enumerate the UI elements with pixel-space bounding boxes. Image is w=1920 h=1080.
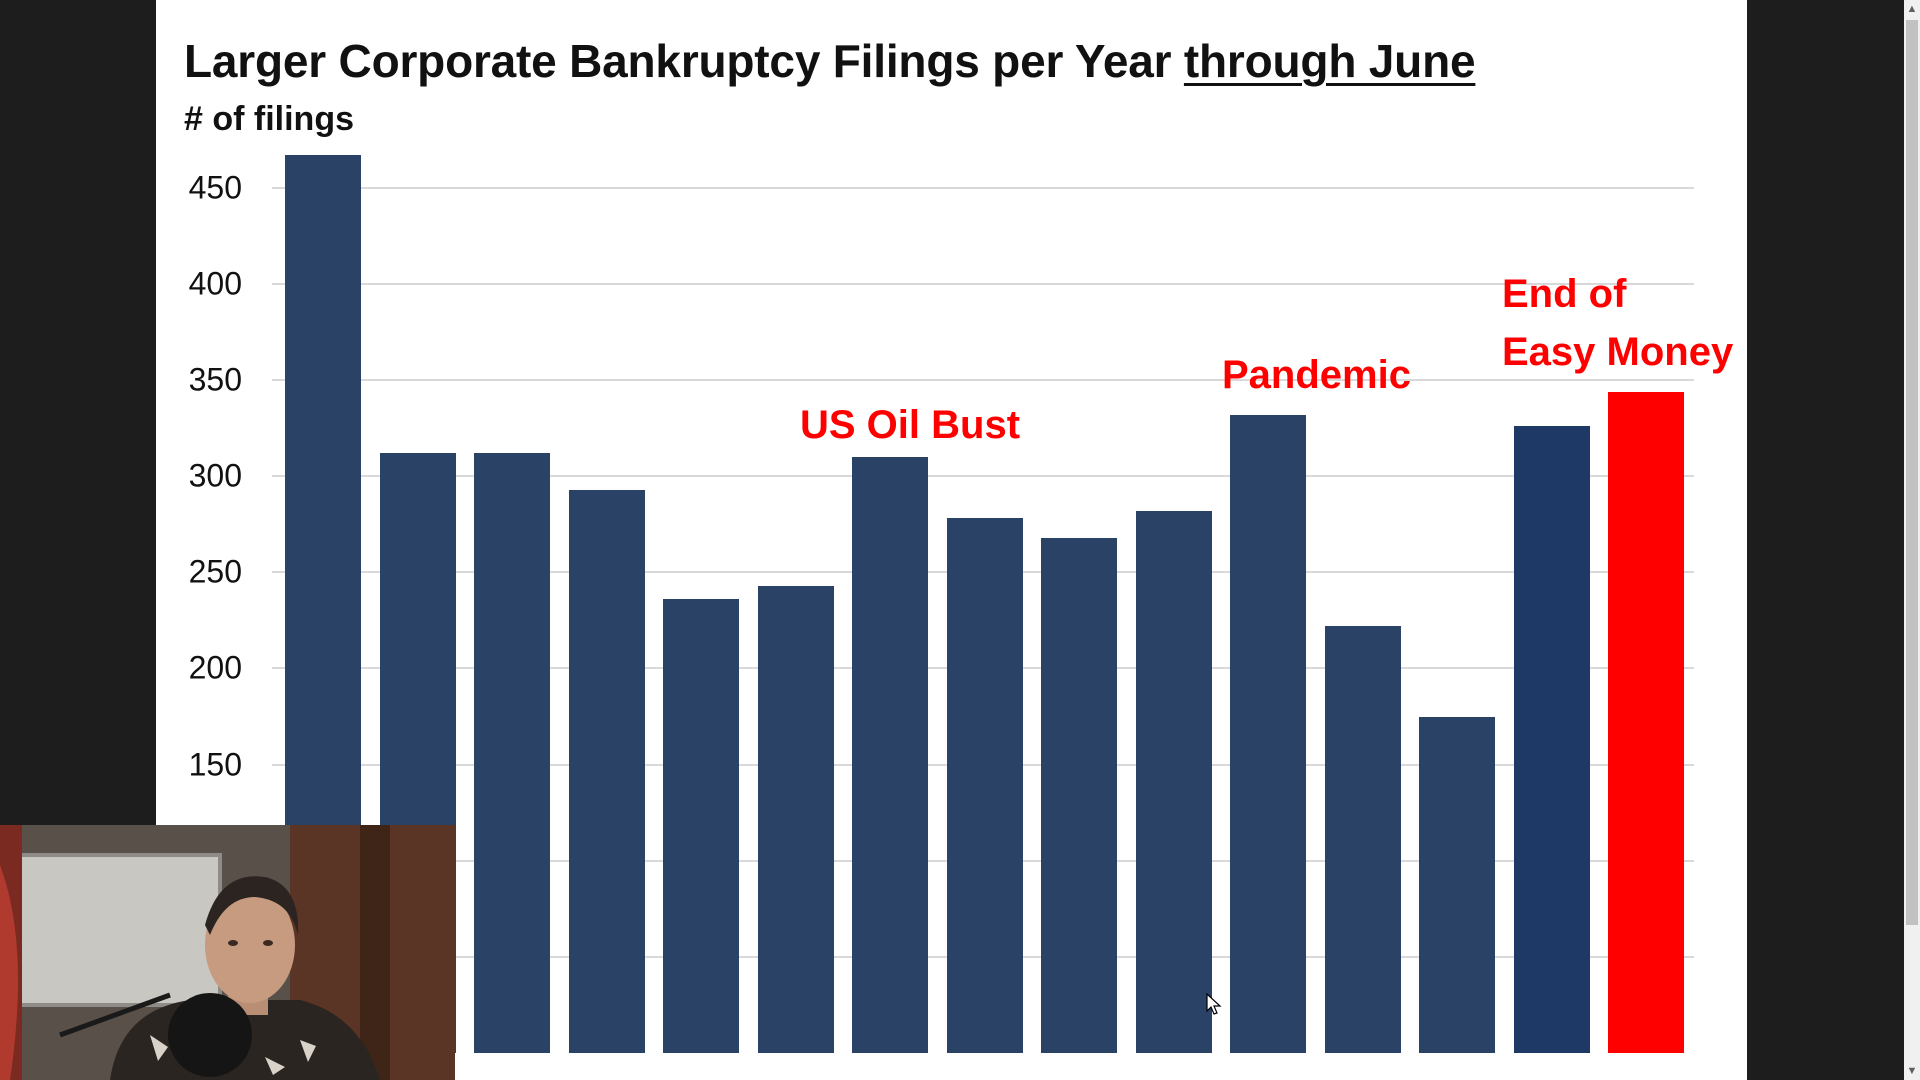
y-axis-title: # of filings <box>184 100 354 138</box>
scroll-up-icon[interactable]: ▲ <box>1906 3 1918 15</box>
webcam-image <box>0 825 455 1080</box>
bar <box>1419 716 1495 1053</box>
gridline <box>272 282 1694 285</box>
y-tick-label: 200 <box>188 649 242 686</box>
y-tick-label: 350 <box>188 361 242 398</box>
y-tick-label: 150 <box>188 746 242 783</box>
y-tick-label: 250 <box>188 553 242 590</box>
bar <box>1324 626 1401 1053</box>
chart-annotation: Pandemic <box>1222 353 1411 397</box>
y-tick-label: 450 <box>188 169 242 206</box>
bar <box>474 453 550 1053</box>
gridline <box>272 186 1694 189</box>
chart-title: Larger Corporate Bankruptcy Filings per … <box>184 34 1476 88</box>
chart-annotation: End of Easy Money <box>1502 272 1734 374</box>
bar <box>1135 510 1212 1053</box>
bar <box>1041 537 1117 1053</box>
presenter-webcam <box>0 825 455 1080</box>
gridline <box>272 475 1694 478</box>
chart-title-emphasis: through June <box>1183 35 1476 87</box>
bar <box>946 518 1023 1053</box>
vertical-scrollbar[interactable]: ▲ ▼ <box>1904 0 1920 1080</box>
chart-title-main: Larger Corporate Bankruptcy Filings per … <box>184 35 1184 87</box>
gridline <box>272 379 1694 382</box>
y-tick-label: 300 <box>188 457 242 494</box>
chart-annotation: US Oil Bust <box>800 403 1021 447</box>
cursor-icon <box>1206 993 1222 1015</box>
scroll-thumb[interactable] <box>1906 20 1918 925</box>
right-margin <box>1747 0 1904 1080</box>
bar <box>1608 391 1684 1053</box>
bar <box>663 599 739 1053</box>
y-tick-label: 400 <box>188 265 242 302</box>
scroll-down-icon[interactable]: ▼ <box>1906 1065 1918 1077</box>
bar <box>568 489 645 1053</box>
bar <box>1230 414 1306 1053</box>
bar <box>1513 426 1590 1053</box>
bar <box>757 585 834 1053</box>
bar <box>852 456 928 1053</box>
